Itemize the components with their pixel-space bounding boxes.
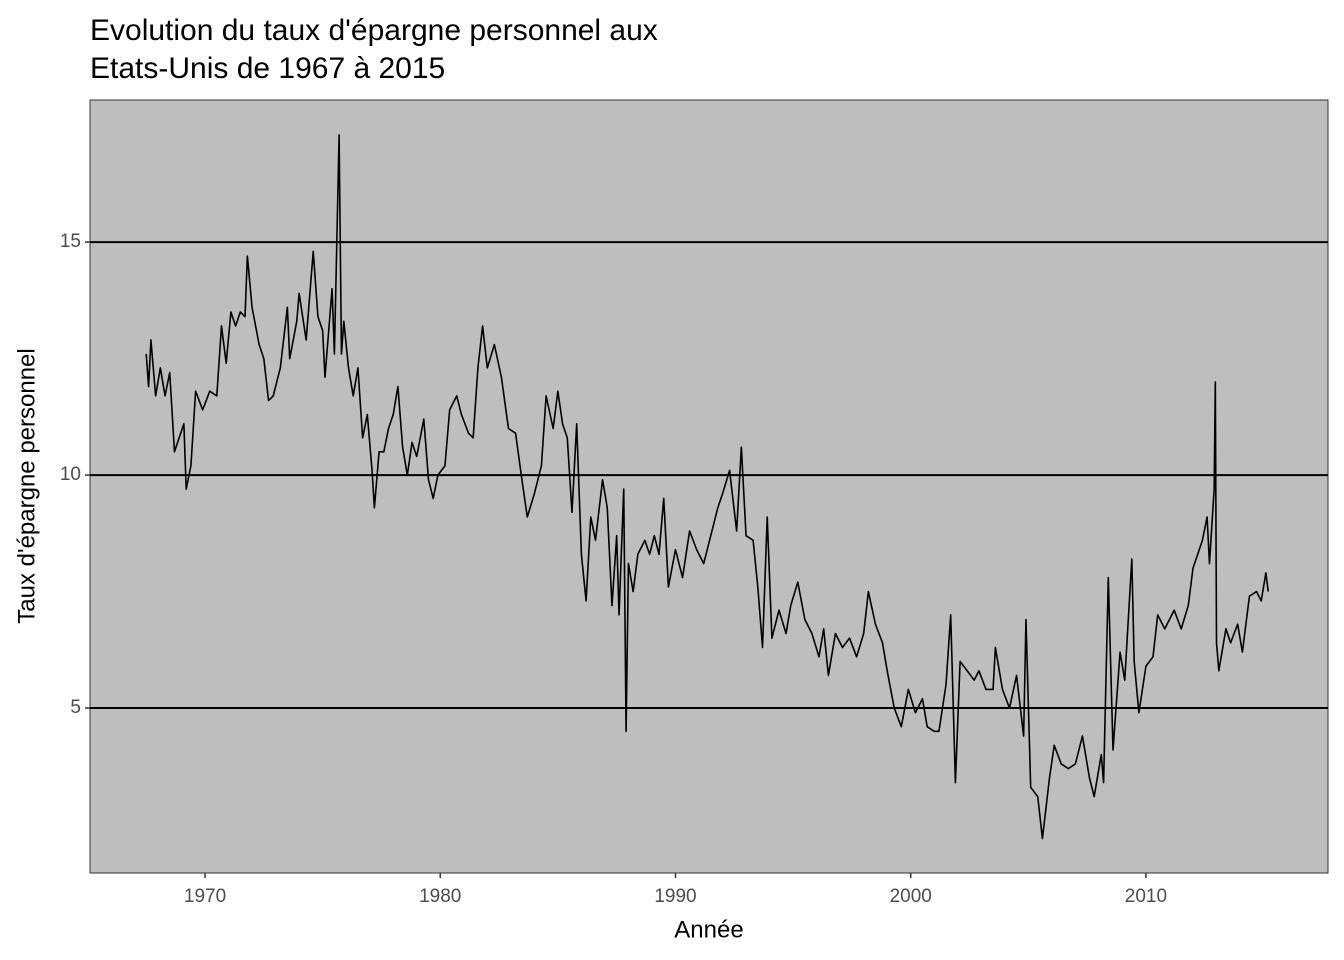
- plot-background: [89, 99, 1329, 874]
- y-axis-title: Taux d'épargne personnel: [13, 348, 40, 623]
- y-tick-label: 10: [60, 464, 81, 485]
- x-tick-label: 2010: [1125, 886, 1167, 907]
- y-tick-label: 15: [60, 231, 81, 252]
- x-axis-title: Année: [674, 916, 743, 943]
- x-tick-label: 1980: [419, 886, 461, 907]
- x-tick-label: 2000: [890, 886, 932, 907]
- chart-title: Etats-Unis de 1967 à 2015: [90, 52, 445, 85]
- y-tick-label: 5: [70, 697, 81, 718]
- x-tick-label: 1990: [654, 886, 696, 907]
- x-tick-label: 1970: [184, 886, 226, 907]
- chart-title: Evolution du taux d'épargne personnel au…: [90, 14, 658, 47]
- series-line: [145, 134, 1270, 840]
